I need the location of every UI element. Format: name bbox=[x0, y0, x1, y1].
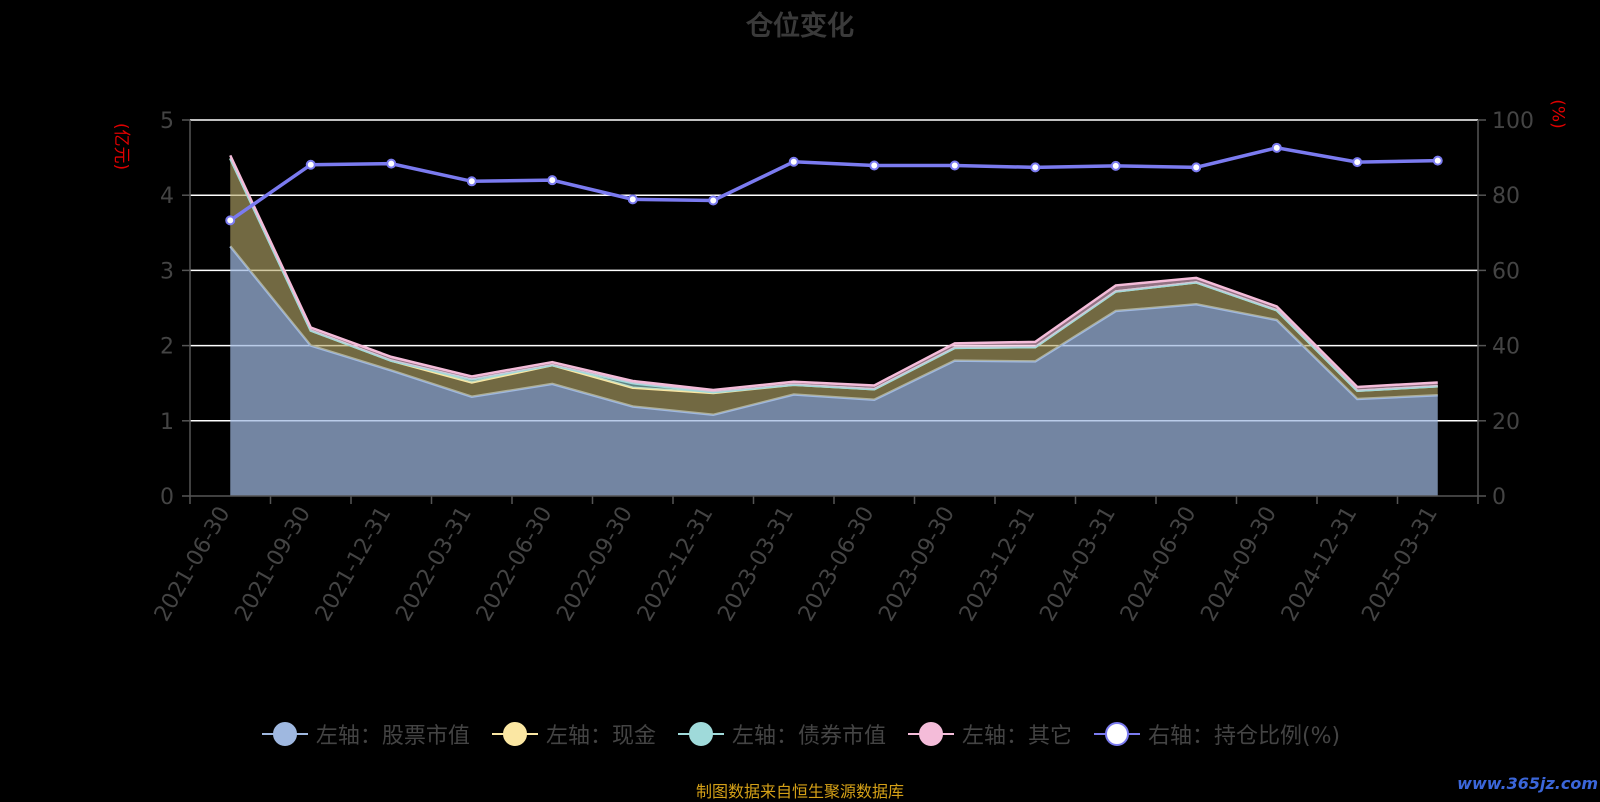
holding-ratio-line bbox=[229, 146, 1438, 222]
legend-label: 左轴：其它 bbox=[961, 724, 1072, 749]
holding-ratio-point bbox=[225, 215, 236, 226]
legend-label: 左轴：债券市值 bbox=[731, 724, 886, 749]
holding-ratio-point bbox=[788, 156, 799, 167]
x-axis-tick-label: 2021-12-31 bbox=[311, 503, 397, 626]
holding-ratio-point bbox=[869, 160, 880, 171]
area-2 bbox=[230, 158, 1438, 415]
left-axis-tick-label: 5 bbox=[160, 109, 174, 134]
legend-label: 左轴：股票市值 bbox=[315, 724, 470, 749]
right-axis-tick-label: 60 bbox=[1492, 259, 1520, 284]
x-axis-tick-label: 2022-03-31 bbox=[391, 503, 477, 626]
right-axis-tick-label: 40 bbox=[1492, 335, 1520, 360]
x-axis-tick-label: 2023-09-30 bbox=[874, 503, 960, 626]
legend-marker-icon bbox=[907, 722, 954, 746]
watermark: www.365jz.com bbox=[1457, 774, 1598, 793]
x-axis-tick-label: 2024-06-30 bbox=[1116, 503, 1202, 626]
chart-title: 仓位变化 bbox=[746, 11, 854, 42]
x-axis-tick-label: 2024-12-31 bbox=[1277, 503, 1363, 626]
legend: 左轴：股票市值 左轴：现金 左轴：债券市值 左轴：其它 右轴：持仓比例(%) bbox=[0, 718, 1600, 750]
x-axis-tick-label: 2023-03-31 bbox=[713, 503, 799, 626]
holding-ratio-point bbox=[949, 160, 960, 171]
legend-marker-icon bbox=[261, 722, 308, 746]
position-chart: 0123450204060801002021-06-302021-09-3020… bbox=[150, 109, 1534, 626]
holding-ratio-point bbox=[1352, 157, 1363, 168]
left-axis-tick-label: 2 bbox=[160, 335, 174, 360]
legend-item[interactable]: 左轴：债券市值 bbox=[676, 718, 886, 750]
x-axis-tick-label: 2021-09-30 bbox=[230, 503, 316, 626]
legend-marker-icon bbox=[677, 722, 724, 746]
x-axis-tick-label: 2024-09-30 bbox=[1196, 503, 1282, 626]
area-1 bbox=[230, 246, 1438, 496]
holding-ratio-point bbox=[1110, 160, 1121, 171]
left-axis-tick-label: 3 bbox=[160, 259, 174, 284]
x-axis-tick-label: 2022-12-31 bbox=[633, 503, 719, 626]
holding-ratio-point bbox=[547, 175, 558, 186]
x-axis-tick-label: 2023-06-30 bbox=[794, 503, 880, 626]
left-axis-tick-label: 1 bbox=[160, 410, 174, 435]
right-axis-tick-label: 20 bbox=[1492, 410, 1520, 435]
x-axis-tick-label: 2023-12-31 bbox=[955, 503, 1041, 626]
legend-marker-icon bbox=[1093, 722, 1140, 746]
legend-label: 右轴：持仓比例(%) bbox=[1147, 724, 1341, 749]
holding-ratio-point bbox=[1271, 142, 1282, 153]
legend-marker-icon bbox=[491, 722, 538, 746]
holding-ratio-point bbox=[305, 159, 316, 170]
x-axis-tick-label: 2025-03-31 bbox=[1357, 503, 1443, 626]
right-axis-tick-label: 100 bbox=[1492, 109, 1534, 134]
holding-ratio-point bbox=[386, 158, 397, 169]
holding-ratio-point bbox=[627, 194, 638, 205]
left-axis-tick-label: 0 bbox=[160, 485, 174, 510]
x-axis-tick-label: 2024-03-31 bbox=[1035, 503, 1121, 626]
left-axis-tick-label: 4 bbox=[160, 184, 174, 209]
holding-ratio-point bbox=[1030, 162, 1041, 173]
legend-label: 左轴：现金 bbox=[545, 724, 656, 749]
area-line-4 bbox=[229, 154, 1438, 392]
holding-ratio-point bbox=[466, 176, 477, 187]
x-axis-tick-label: 2022-06-30 bbox=[472, 503, 558, 626]
legend-item[interactable]: 左轴：现金 bbox=[490, 718, 656, 750]
holding-ratio-point bbox=[708, 195, 719, 206]
data-source-note: 制图数据来自恒生聚源数据库 bbox=[695, 782, 904, 801]
holding-ratio-point bbox=[1191, 162, 1202, 173]
x-axis-tick-label: 2022-09-30 bbox=[552, 503, 638, 626]
x-axis-tick-label: 2021-06-30 bbox=[150, 503, 236, 626]
right-axis-tick-label: 0 bbox=[1492, 485, 1506, 510]
holding-ratio-point bbox=[1432, 155, 1443, 166]
legend-item[interactable]: 右轴：持仓比例(%) bbox=[1092, 718, 1340, 750]
legend-item[interactable]: 左轴：其它 bbox=[906, 718, 1072, 750]
right-axis-tick-label: 80 bbox=[1492, 184, 1520, 209]
legend-item[interactable]: 左轴：股票市值 bbox=[260, 718, 470, 750]
